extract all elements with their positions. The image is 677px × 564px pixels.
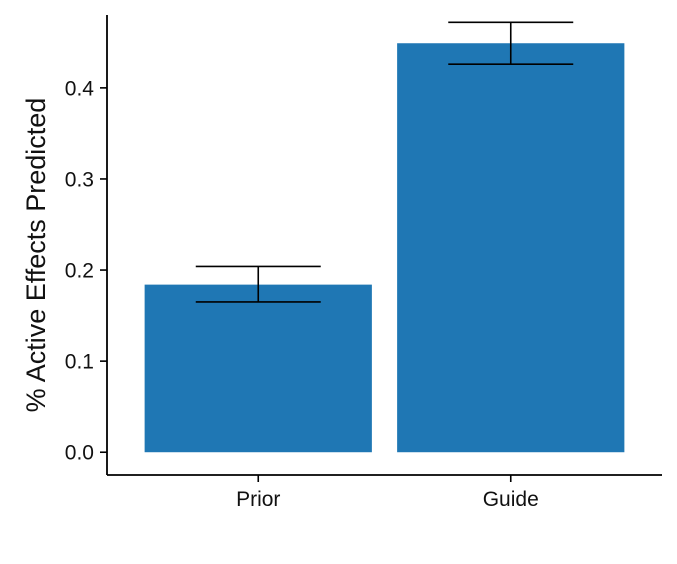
y-tick-label: 0.3 xyxy=(65,168,94,191)
x-tick-label-guide: Guide xyxy=(483,488,539,511)
bar-prior xyxy=(144,284,372,453)
y-tick-label: 0.4 xyxy=(65,77,95,100)
y-tick-label: 0.1 xyxy=(65,351,94,374)
x-tick-label-prior: Prior xyxy=(236,488,280,511)
error-bar-guide xyxy=(448,21,574,65)
labels-layer: Prior Guide 0.0 0.1 0.2 0.3 0.4 xyxy=(65,77,539,511)
bar-guide xyxy=(397,43,625,453)
bars-layer xyxy=(144,43,625,453)
error-bar-prior xyxy=(195,265,321,303)
y-axis-title: % Active Effects Predicted xyxy=(21,98,51,413)
axes-layer xyxy=(100,15,662,482)
y-tick-label: 0.2 xyxy=(65,260,94,283)
y-tick-label: 0.0 xyxy=(65,442,94,465)
error-bars-layer xyxy=(195,21,574,303)
